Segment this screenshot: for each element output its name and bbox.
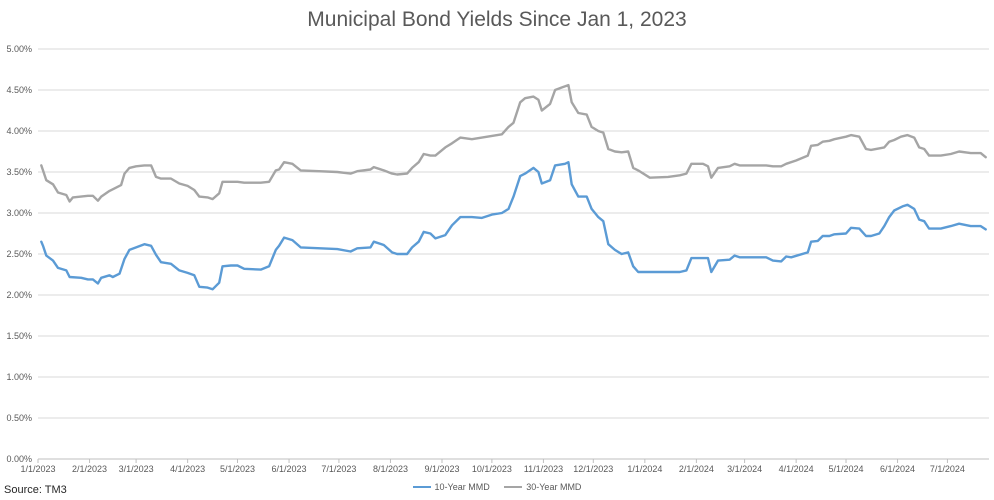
x-tick-label: 3/1/2023 (119, 464, 154, 474)
legend-swatch-10-year (412, 486, 431, 488)
x-tick-label: 5/1/2023 (220, 464, 255, 474)
y-tick-label: 5.00% (6, 44, 32, 54)
series-line-10-year (40, 160, 987, 291)
legend-swatch-30-year (504, 486, 523, 488)
y-tick-label: 4.50% (6, 85, 32, 95)
x-tick-label: 9/1/2023 (424, 464, 459, 474)
x-tick-label: 6/1/2023 (272, 464, 307, 474)
y-tick-label: 3.50% (6, 167, 32, 177)
x-tick-label: 4/1/2023 (170, 464, 205, 474)
series-lines (40, 83, 987, 291)
x-tick-label: 8/1/2023 (373, 464, 408, 474)
chart-title: Municipal Bond Yields Since Jan 1, 2023 (307, 8, 687, 31)
y-tick-label: 0.50% (6, 413, 32, 423)
x-axis-ticks: 1/1/2023 2/1/2023 3/1/2023 4/1/2023 5/1/2023… (20, 459, 965, 474)
y-tick-label: 2.00% (6, 290, 32, 300)
x-tick-label: 6/1/2024 (880, 464, 915, 474)
legend-label-10-year: 10-Year MMD (434, 482, 490, 492)
y-tick-label: 1.00% (6, 372, 32, 382)
legend-item-30-year: 30-Year MMD (504, 482, 581, 492)
x-tick-label: 5/1/2024 (828, 464, 863, 474)
y-tick-label: 4.00% (6, 126, 32, 136)
y-tick-label: 1.50% (6, 331, 32, 341)
legend-item-10-year: 10-Year MMD (412, 482, 490, 492)
x-tick-label: 7/1/2024 (930, 464, 965, 474)
x-tick-label: 12/1/2023 (573, 464, 613, 474)
y-tick-label: 3.00% (6, 208, 32, 218)
y-tick-label: 2.50% (6, 249, 32, 259)
y-tick-label: 0.00% (6, 454, 32, 464)
x-tick-label: 1/1/2024 (627, 464, 662, 474)
gridlines (38, 48, 989, 419)
x-tick-label: 2/1/2023 (72, 464, 107, 474)
x-tick-label: 11/1/2023 (524, 464, 563, 474)
x-tick-label: 2/1/2024 (679, 464, 714, 474)
x-tick-label: 4/1/2024 (779, 464, 814, 474)
y-axis: 0.00% 0.50% 1.00% 1.50% 2.00% 2.50% 3.00% 3.50%… (6, 44, 32, 464)
x-tick-label: 1/1/2023 (20, 464, 55, 474)
x-tick-label: 7/1/2023 (321, 464, 356, 474)
source-note: Source: TM3 (4, 484, 67, 496)
legend: 10-Year MMD 30-Year MMD (0, 480, 994, 492)
series-line-30-year (40, 83, 987, 203)
x-tick-label: 10/1/2023 (472, 464, 512, 474)
legend-label-30-year: 30-Year MMD (526, 482, 582, 492)
x-tick-label: 3/1/2024 (727, 464, 762, 474)
